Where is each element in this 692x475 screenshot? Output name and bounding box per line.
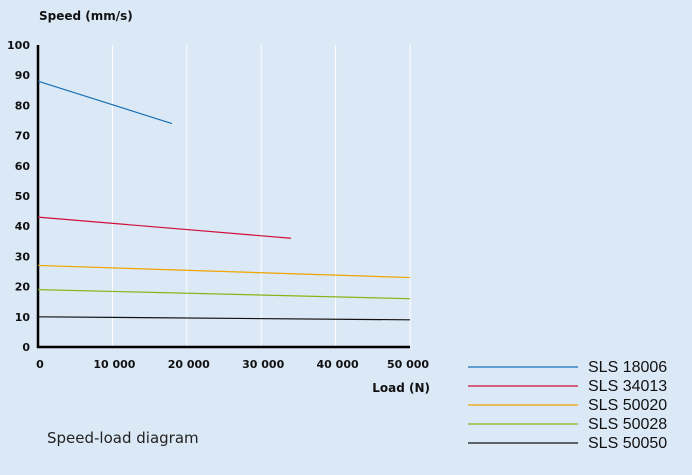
- axes: 0 10 000 20 000 30 000 40 000 50 000 0 10 20 30 40…: [7, 39, 429, 371]
- series-line: [37, 289, 411, 300]
- x-tick-label: 50 000: [387, 358, 429, 371]
- y-tick-label: 10: [15, 311, 31, 324]
- y-tick-label: 20: [15, 281, 31, 294]
- legend-label: SLS 18006: [588, 359, 667, 376]
- legend-label: SLS 50050: [588, 435, 667, 452]
- y-tick-label: 100: [7, 39, 30, 52]
- x-tick-label: 40 000: [317, 358, 359, 371]
- x-tick-label: 0: [36, 358, 44, 371]
- legend-label: SLS 50020: [588, 397, 667, 414]
- legend: SLS 18006 SLS 34013 SLS 50020 SLS 50028 SLS …: [468, 359, 667, 452]
- legend-label: SLS 34013: [588, 378, 667, 395]
- x-tick-label: 10 000: [93, 358, 135, 371]
- grid: [111, 45, 411, 347]
- y-tick-label: 50: [15, 190, 31, 203]
- y-tick-label: 60: [15, 160, 31, 173]
- y-axis-title: Speed (mm/s): [39, 9, 133, 23]
- y-tick-label: 80: [15, 99, 31, 112]
- y-tick-label: 40: [15, 220, 31, 233]
- series-line: [37, 316, 411, 321]
- x-axis-title: Load (N): [372, 381, 430, 395]
- series-lines: [37, 80, 411, 321]
- y-tick-label: 70: [15, 130, 31, 143]
- y-tick-label: 30: [15, 250, 31, 263]
- series-line: [37, 216, 292, 239]
- series-line: [37, 80, 173, 125]
- x-tick-label: 30 000: [242, 358, 284, 371]
- y-tick-label: 90: [15, 69, 31, 82]
- y-tick-label: 0: [22, 341, 30, 354]
- chart-caption: Speed-load diagram: [47, 429, 199, 447]
- series-line: [37, 264, 411, 279]
- legend-label: SLS 50028: [588, 416, 667, 433]
- x-tick-label: 20 000: [168, 358, 210, 371]
